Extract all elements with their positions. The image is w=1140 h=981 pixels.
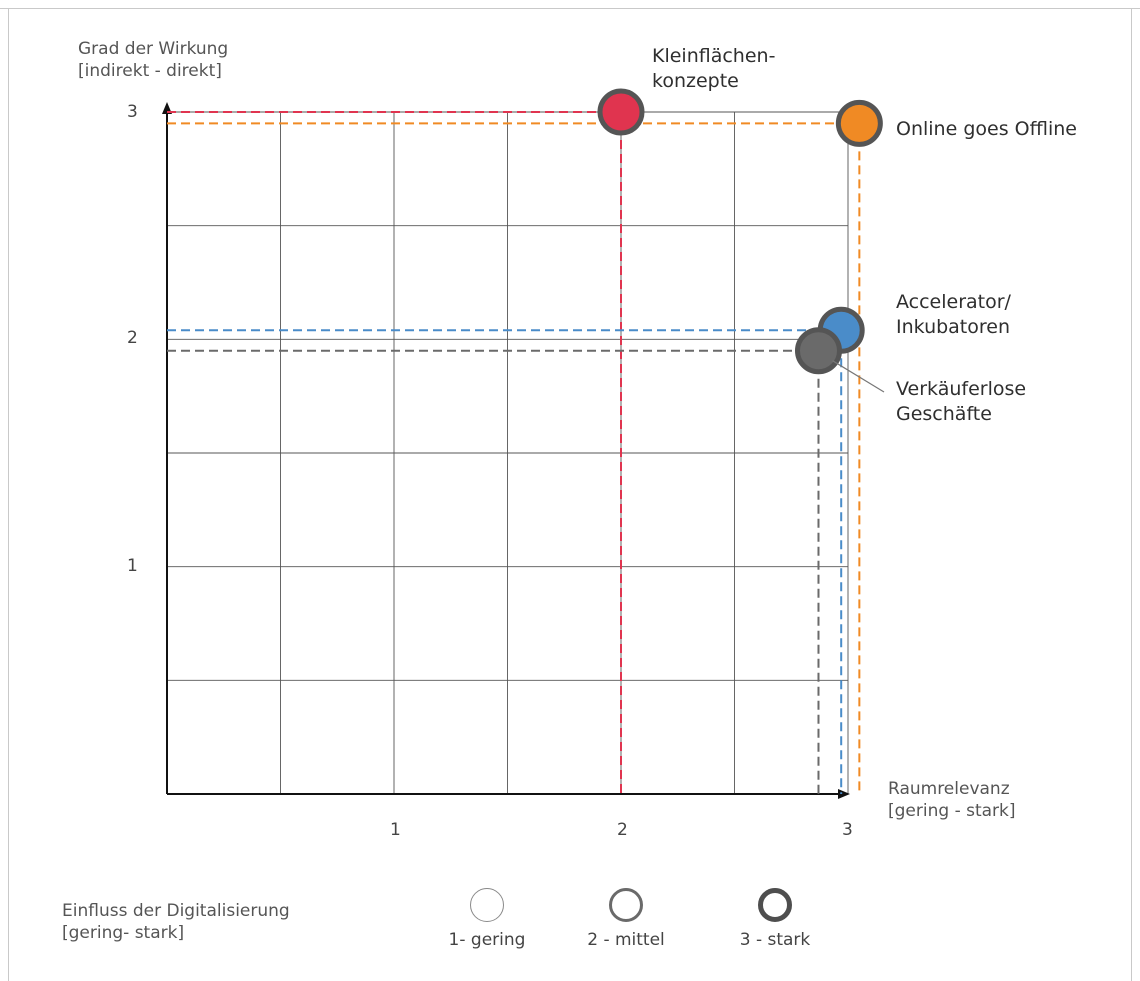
point-label-verkaeuferlose-geschaefte: Verkäuferlose Geschäfte: [896, 378, 1027, 425]
point-label-acceleratoren: Accelerator/ Inkubatoren: [896, 291, 1011, 338]
point-label-online-goes-offline: Online goes Offline: [896, 118, 1077, 140]
legend-ring-medium: [609, 888, 643, 922]
legend-item-stark: 3 - stark: [715, 888, 835, 950]
x-tick-label-3: 3: [842, 820, 853, 840]
x-tick-label-2: 2: [617, 820, 628, 840]
legend-item-gering: 1- gering: [432, 888, 542, 950]
legend-title: Einfluss der Digitalisierung [gering- st…: [62, 901, 290, 943]
chart-axes: [162, 102, 850, 799]
point-label-kleinflaechenkonzepte: Kleinflächen- konzepte: [652, 45, 776, 92]
data-point-0: [597, 88, 645, 136]
legend-label-gering: 1- gering: [448, 930, 526, 950]
frame-left-border: [8, 8, 9, 981]
x-axis-arrow: [838, 789, 850, 799]
x-tick-label-1: 1: [390, 820, 401, 840]
chart-points: [597, 88, 885, 393]
legend-label-mittel: 2 - mittel: [587, 930, 665, 950]
x-axis-title: Raumrelevanz [gering - stark]: [888, 779, 1016, 821]
frame-right-border: [1131, 8, 1132, 981]
data-point-3: [794, 327, 842, 375]
legend-ring-thick: [758, 888, 792, 922]
y-tick-label-3: 3: [127, 102, 138, 122]
chart-grid: [166, 111, 849, 795]
y-tick-label-2: 2: [127, 328, 138, 348]
y-axis-title: Grad der Wirkung [indirekt - direkt]: [78, 39, 229, 81]
legend-item-mittel: 2 - mittel: [566, 888, 686, 950]
chart-guide-lines: [167, 111, 861, 794]
frame-top-border: [0, 8, 1140, 9]
legend-ring-thin: [470, 888, 504, 922]
y-tick-label-1: 1: [127, 556, 138, 576]
legend-label-stark: 3 - stark: [739, 930, 811, 950]
data-point-1: [835, 99, 883, 147]
leader-line-verkaeuferlose: [832, 360, 885, 393]
